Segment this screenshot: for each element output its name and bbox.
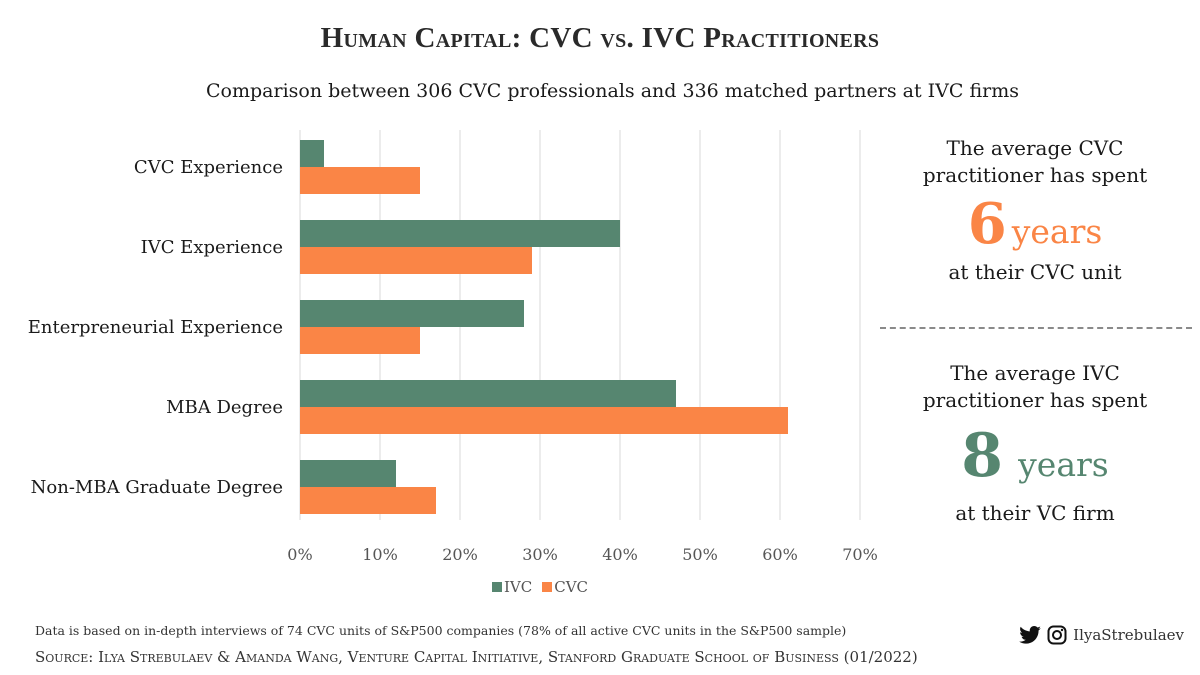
bar-cvc-2 [300, 327, 420, 354]
legend-swatch-cvc [542, 582, 553, 592]
cvc-callout-line1: The average CVC [946, 136, 1124, 160]
cvc-callout: The average CVC practitioner has spent 6… [880, 135, 1190, 286]
source-credit: Source: Ilya Strebulaev & Amanda Wang, V… [35, 648, 918, 666]
bar-ivc-1 [300, 220, 620, 247]
legend-item-cvc: CVC [542, 578, 588, 596]
footnote: Data is based on in-depth interviews of … [35, 623, 847, 638]
category-label: Enterpreneurial Experience [28, 317, 283, 338]
category-label: MBA Degree [166, 397, 283, 418]
panel-divider [880, 327, 1192, 329]
legend-label-cvc: CVC [554, 578, 589, 596]
instagram-icon[interactable] [1047, 625, 1067, 645]
bar-ivc-0 [300, 140, 324, 167]
ivc-callout-stat: 8 years [880, 416, 1190, 496]
bar-cvc-3 [300, 407, 788, 434]
bar-ivc-3 [300, 380, 676, 407]
twitter-icon[interactable] [1019, 626, 1041, 644]
bar-cvc-4 [300, 487, 436, 514]
cvc-callout-line2: practitioner has spent [922, 163, 1148, 187]
x-tick-label: 50% [682, 545, 718, 564]
category-label: IVC Experience [141, 237, 283, 258]
x-tick-label: 30% [522, 545, 558, 564]
category-label: Non-MBA Graduate Degree [31, 477, 283, 498]
bar-cvc-0 [300, 167, 420, 194]
x-tick-label: 60% [762, 545, 798, 564]
ivc-years-number: 8 [961, 421, 1004, 491]
ivc-callout: The average IVC practitioner has spent 8… [880, 360, 1190, 527]
social-handle-text: IlyaStrebulaev [1073, 626, 1184, 644]
legend-item-ivc: IVC [492, 578, 532, 596]
legend-swatch-ivc [492, 582, 502, 592]
social-handle[interactable]: IlyaStrebulaev [1019, 625, 1184, 645]
cvc-callout-line3: at their CVC unit [948, 260, 1122, 284]
ivc-callout-line2: practitioner has spent [922, 388, 1148, 412]
cvc-years-number: 6 [967, 191, 1007, 257]
ivc-callout-line1: The average IVC [950, 361, 1120, 385]
ivc-callout-line3: at their VC firm [955, 501, 1115, 525]
bar-chart: CVC Experience IVC Experience Enterpreneur… [28, 130, 878, 564]
bar-ivc-2 [300, 300, 524, 327]
chart-subtitle: Comparison between 306 CVC professionals… [206, 80, 1019, 102]
x-tick-label: 10% [362, 545, 398, 564]
x-tick-label: 0% [287, 545, 312, 564]
category-label: CVC Experience [134, 157, 283, 178]
bar-ivc-4 [300, 460, 396, 487]
legend: IVC CVC [492, 578, 592, 596]
bar-cvc-1 [300, 247, 532, 274]
chart-title: Human Capital: CVC vs. IVC Practitioners [320, 22, 880, 54]
legend-label-ivc: IVC [504, 578, 533, 596]
x-tick-label: 70% [842, 545, 878, 564]
x-tick-label: 20% [442, 545, 478, 564]
cvc-callout-stat: 6 years [880, 191, 1190, 257]
ivc-years-unit: years [1018, 445, 1109, 484]
x-tick-label: 40% [602, 545, 638, 564]
cvc-years-unit: years [1011, 212, 1103, 251]
